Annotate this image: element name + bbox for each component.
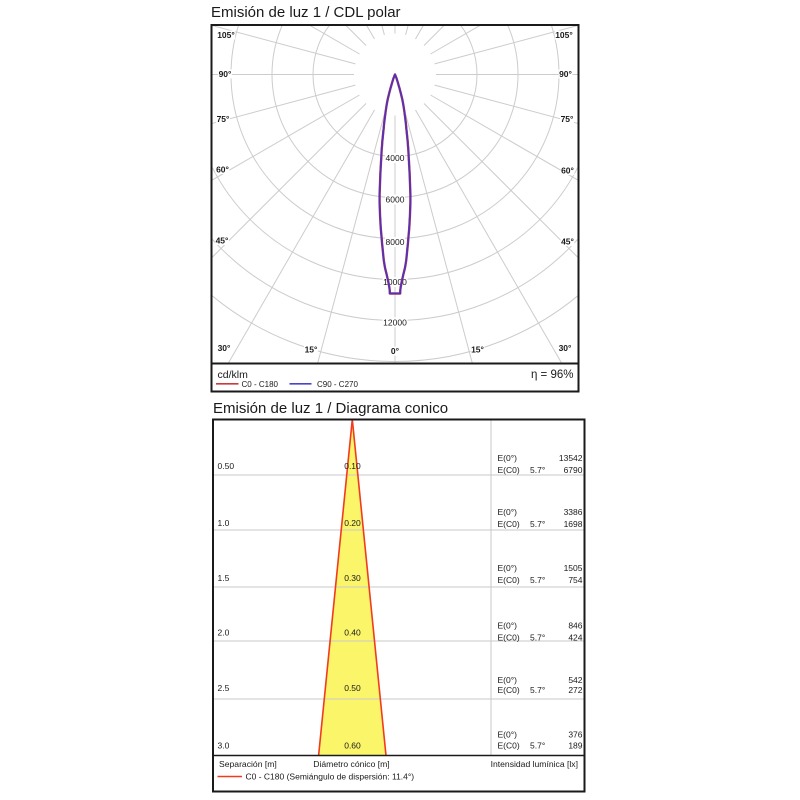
svg-text:8000: 8000 xyxy=(386,237,405,247)
svg-text:90°: 90° xyxy=(559,69,572,79)
svg-text:13542: 13542 xyxy=(559,453,583,463)
svg-text:0°: 0° xyxy=(391,346,400,356)
svg-text:15°: 15° xyxy=(305,345,318,355)
svg-text:E(0°): E(0°) xyxy=(498,563,518,573)
svg-text:C0 - C180: C0 - C180 xyxy=(242,380,279,389)
svg-text:E(C0): E(C0) xyxy=(498,633,520,643)
svg-text:0.40: 0.40 xyxy=(344,628,361,638)
svg-text:60°: 60° xyxy=(216,165,229,175)
svg-text:6000: 6000 xyxy=(386,195,405,205)
svg-text:E(C0): E(C0) xyxy=(498,465,520,475)
svg-text:0.30: 0.30 xyxy=(344,573,361,583)
svg-text:1505: 1505 xyxy=(564,563,583,573)
svg-text:846: 846 xyxy=(568,621,582,631)
svg-text:45°: 45° xyxy=(561,237,574,247)
svg-text:1.0: 1.0 xyxy=(218,518,230,528)
svg-text:C0 - C180 (Semiángulo de dispe: C0 - C180 (Semiángulo de dispersión: 11.… xyxy=(246,772,415,782)
svg-text:Emisión de luz 1 / Diagrama co: Emisión de luz 1 / Diagrama conico xyxy=(213,400,448,417)
svg-text:105°: 105° xyxy=(217,30,235,40)
svg-text:2.5: 2.5 xyxy=(218,683,230,693)
svg-text:cd/klm: cd/klm xyxy=(218,369,249,381)
svg-text:E(0°): E(0°) xyxy=(498,453,518,463)
svg-text:5.7°: 5.7° xyxy=(530,519,545,529)
svg-text:376: 376 xyxy=(568,730,582,740)
svg-text:60°: 60° xyxy=(561,166,574,176)
svg-text:E(C0): E(C0) xyxy=(498,685,520,695)
svg-text:189: 189 xyxy=(568,741,582,751)
svg-text:Diámetro cónico [m]: Diámetro cónico [m] xyxy=(313,759,389,769)
svg-text:3.0: 3.0 xyxy=(218,740,230,750)
svg-text:12000: 12000 xyxy=(383,317,407,327)
svg-text:C90 - C270: C90 - C270 xyxy=(317,380,358,389)
svg-text:E(C0): E(C0) xyxy=(498,575,520,585)
svg-text:η = 96%: η = 96% xyxy=(531,369,574,381)
svg-text:272: 272 xyxy=(568,685,582,695)
svg-text:3386: 3386 xyxy=(564,507,583,517)
svg-text:E(0°): E(0°) xyxy=(498,675,518,685)
svg-text:30°: 30° xyxy=(218,343,231,353)
svg-text:90°: 90° xyxy=(219,69,232,79)
svg-text:6790: 6790 xyxy=(564,465,583,475)
svg-text:5.7°: 5.7° xyxy=(530,465,545,475)
svg-text:1698: 1698 xyxy=(564,519,583,529)
svg-text:15°: 15° xyxy=(471,345,484,355)
svg-text:5.7°: 5.7° xyxy=(530,575,545,585)
svg-text:2.0: 2.0 xyxy=(218,628,230,638)
svg-text:E(0°): E(0°) xyxy=(498,730,518,740)
svg-text:30°: 30° xyxy=(559,343,572,353)
svg-text:5.7°: 5.7° xyxy=(530,633,545,643)
svg-text:75°: 75° xyxy=(561,114,574,124)
svg-text:5.7°: 5.7° xyxy=(530,741,545,751)
svg-text:0.20: 0.20 xyxy=(344,518,361,528)
svg-text:E(0°): E(0°) xyxy=(498,507,518,517)
svg-text:E(0°): E(0°) xyxy=(498,621,518,631)
svg-text:754: 754 xyxy=(568,575,582,585)
svg-text:Emisión de luz 1 / CDL polar: Emisión de luz 1 / CDL polar xyxy=(211,4,401,21)
svg-text:0.60: 0.60 xyxy=(344,740,361,750)
svg-text:75°: 75° xyxy=(217,114,230,124)
svg-text:45°: 45° xyxy=(216,236,229,246)
svg-text:0.50: 0.50 xyxy=(344,683,361,693)
svg-text:0.50: 0.50 xyxy=(218,461,235,471)
svg-text:5.7°: 5.7° xyxy=(530,685,545,695)
svg-text:Intensidad lumínica [lx]: Intensidad lumínica [lx] xyxy=(491,759,578,769)
svg-text:105°: 105° xyxy=(555,30,573,40)
svg-text:E(C0): E(C0) xyxy=(498,519,520,529)
svg-text:542: 542 xyxy=(568,675,582,685)
svg-text:1.5: 1.5 xyxy=(218,573,230,583)
svg-text:424: 424 xyxy=(568,633,582,643)
svg-text:0.10: 0.10 xyxy=(344,461,361,471)
svg-text:10000: 10000 xyxy=(383,277,407,287)
svg-text:Separación [m]: Separación [m] xyxy=(219,759,277,769)
svg-text:E(C0): E(C0) xyxy=(498,741,520,751)
svg-text:4000: 4000 xyxy=(386,153,405,163)
